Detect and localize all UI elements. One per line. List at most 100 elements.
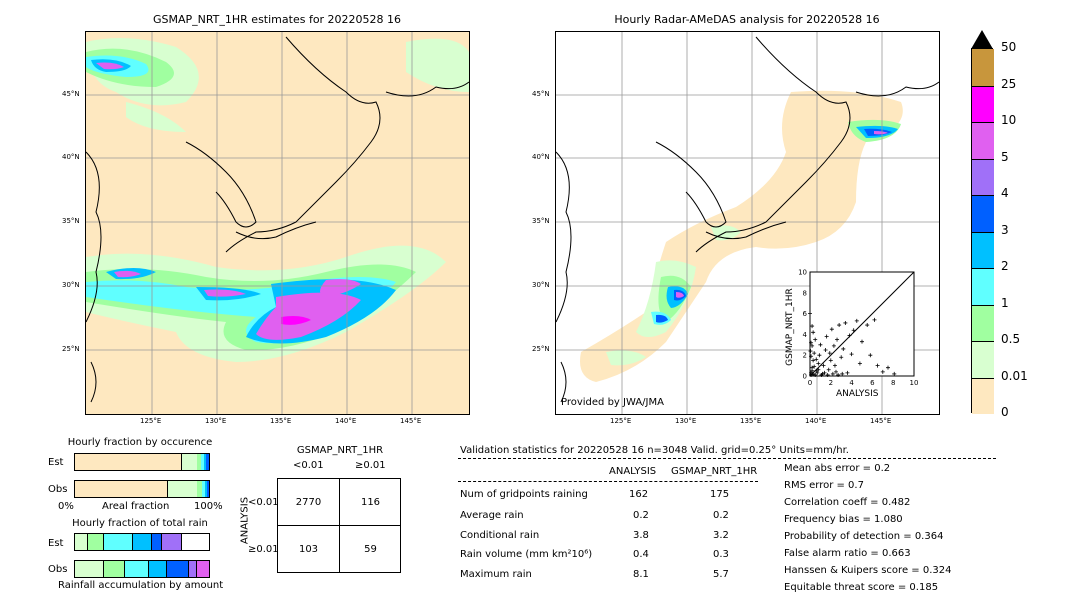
scatter-point <box>815 370 820 375</box>
contingency-col-label: <0.01 <box>293 460 324 471</box>
scatter-point <box>849 352 854 357</box>
colorbar-label: 5 <box>1001 149 1009 164</box>
scatter-point <box>812 351 817 356</box>
colorbar-swatch <box>972 341 994 378</box>
validation-row-gsmap: 3.2 <box>713 530 729 541</box>
scatter-point <box>808 311 812 316</box>
scatter-y-tick: 6 <box>803 310 808 318</box>
validation-row-label: Average rain <box>460 510 524 521</box>
occurrence-bar-est <box>74 453 210 471</box>
scatter-point <box>811 358 816 363</box>
scatter-point <box>839 355 844 360</box>
scatter-point <box>872 317 877 322</box>
occurrence-row-est: Est <box>48 457 64 468</box>
contingency-col-label: ≥0.01 <box>355 460 386 471</box>
scatter-diagonal <box>809 271 915 377</box>
validation-row-label: Num of gridpoints raining <box>460 489 588 500</box>
left-lat-tick: 45°N <box>62 90 80 98</box>
colorbar-label: 0.01 <box>1001 368 1028 383</box>
scatter-point <box>841 346 846 351</box>
scatter-point <box>822 370 827 375</box>
right-lon-tick: 135°E <box>740 417 762 425</box>
scatter-point <box>809 340 814 345</box>
scatter-point <box>857 361 862 366</box>
scatter-point <box>847 333 852 338</box>
scatter-point <box>809 372 814 377</box>
scatter-point <box>813 372 818 377</box>
colorbar-label: 4 <box>1001 186 1009 200</box>
scatter-ylabel: GSMAP_NRT_1HR <box>785 288 795 366</box>
total-rain-row-est: Est <box>48 538 64 549</box>
scatter-point <box>865 323 870 328</box>
scatter-point <box>854 318 859 323</box>
validation-row-label: Conditional rain <box>460 530 540 541</box>
scatter-point <box>814 368 819 373</box>
colorbar <box>971 30 994 414</box>
scatter-point <box>834 369 838 374</box>
colorbar-swatch <box>972 304 994 341</box>
right-lon-tick: 145°E <box>870 417 892 425</box>
scatter-point <box>880 369 885 374</box>
scatter-y-tick: 0 <box>803 373 807 381</box>
colorbar-swatch <box>972 49 994 86</box>
scatter-point <box>892 371 897 376</box>
colorbar-label: 0 <box>1001 405 1009 419</box>
right-lat-tick: 45°N <box>532 90 550 98</box>
left-lat-tick: 25°N <box>62 345 80 353</box>
scatter-point <box>836 372 841 377</box>
scatter-point <box>821 363 826 368</box>
total-rain-row-obs: Obs <box>48 564 68 575</box>
contingency-cell: 103 <box>298 543 319 555</box>
scatter-point <box>812 364 817 369</box>
score-line: Correlation coeff = 0.482 <box>784 497 911 508</box>
left-lat-tick: 30°N <box>62 281 80 289</box>
colorbar-label: 0.5 <box>1001 332 1021 346</box>
scatter-point <box>816 367 821 372</box>
total-rain-bar-obs <box>74 560 210 578</box>
scatter-point <box>851 328 856 333</box>
validation-row-analysis: 8.1 <box>633 569 649 580</box>
score-line: RMS error = 0.7 <box>784 480 864 491</box>
scatter-x-tick: 6 <box>870 379 875 387</box>
scatter-y-tick: 10 <box>798 269 807 277</box>
right-map-title: Hourly Radar-AMeDAS analysis for 2022052… <box>614 13 880 26</box>
contingency-title: GSMAP_NRT_1HR <box>296 445 384 456</box>
occurrence-bar-obs <box>74 480 210 498</box>
occurrence-axis-right: 100% <box>194 501 223 512</box>
scatter-point <box>832 363 837 368</box>
validation-row-analysis: 0.4 <box>633 549 649 560</box>
left-lon-tick: 130°E <box>205 417 227 425</box>
scatter-y-tick: 2 <box>803 352 807 360</box>
scatter-point <box>810 368 815 373</box>
scatter-point <box>843 320 848 325</box>
validation-col-gsmap: GSMAP_NRT_1HR <box>671 466 758 477</box>
scatter-plot: 0 2 4 6 8 10 0 2 4 6 8 10 <box>798 269 918 388</box>
score-line: Mean abs error = 0.2 <box>784 463 891 474</box>
score-line: Equitable threat score = 0.185 <box>784 582 939 593</box>
validation-subdivider <box>458 481 758 482</box>
score-line: Probability of detection = 0.364 <box>784 531 944 542</box>
colorbar-swatch <box>972 195 994 232</box>
scatter-point <box>811 330 816 335</box>
colorbar-swatch <box>972 231 994 268</box>
scatter-point <box>811 371 816 376</box>
scatter-point <box>837 323 842 328</box>
validation-row-analysis: 0.2 <box>633 510 649 521</box>
right-lon-tick: 140°E <box>805 417 827 425</box>
total-rain-title: Hourly fraction of total rain <box>72 518 208 529</box>
scatter-point <box>810 343 815 348</box>
colorbar-swatch <box>972 268 994 305</box>
occurrence-row-obs: Obs <box>48 484 68 495</box>
scatter-point <box>810 324 815 329</box>
occurrence-title: Hourly fraction by occurence <box>67 437 213 448</box>
validation-row-analysis: 3.8 <box>633 530 649 541</box>
contingency-cell: 2770 <box>295 496 322 508</box>
scatter-point <box>824 334 829 339</box>
score-line: Hanssen & Kuipers score = 0.324 <box>784 565 952 576</box>
contingency-row-label: <0.01 <box>248 497 279 508</box>
colorbar-swatch <box>972 377 994 414</box>
scatter-point <box>860 339 864 344</box>
scatter-point <box>818 342 823 347</box>
contingency-cell: 59 <box>364 543 377 555</box>
validation-header: Validation statistics for 20220528 16 n=… <box>460 445 849 456</box>
